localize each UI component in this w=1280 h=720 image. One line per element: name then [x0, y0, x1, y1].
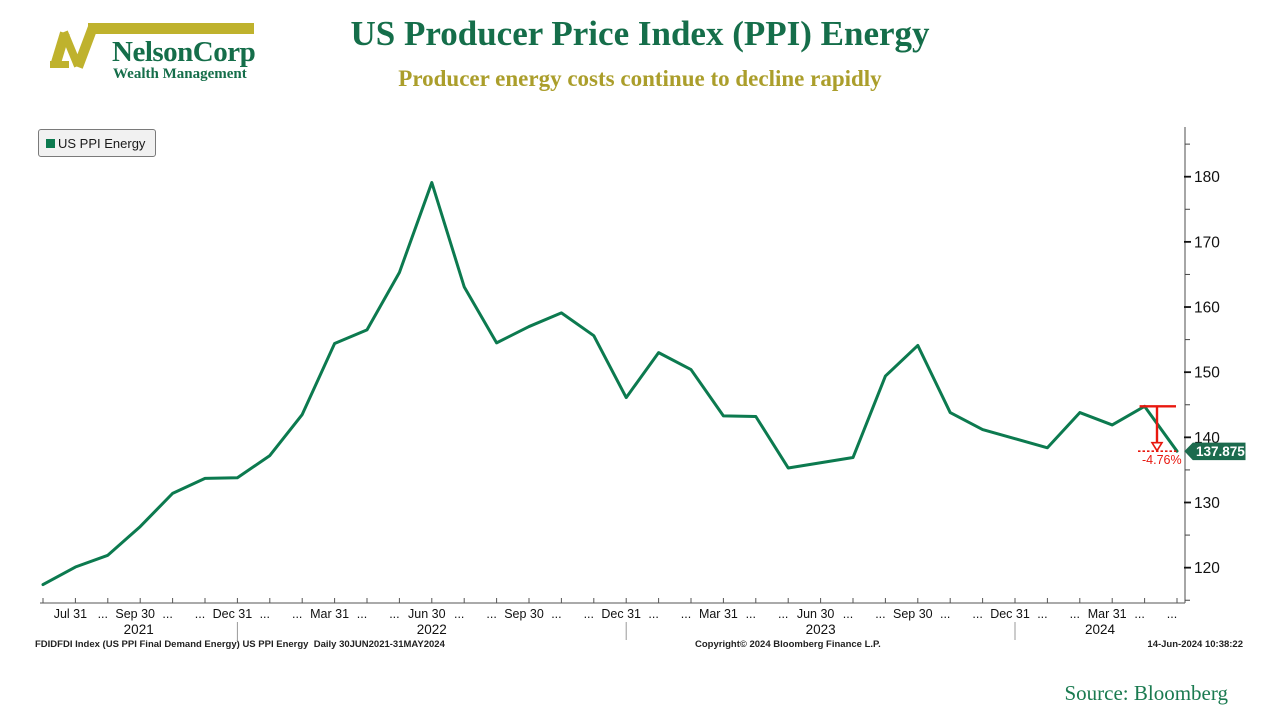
- svg-text:...: ...: [98, 607, 108, 621]
- svg-text:Mar 31: Mar 31: [310, 607, 349, 621]
- svg-text:...: ...: [162, 607, 172, 621]
- decline-annotation: -4.76%: [1138, 405, 1182, 467]
- svg-text:Dec 31: Dec 31: [213, 607, 253, 621]
- svg-text:...: ...: [486, 607, 496, 621]
- svg-text:...: ...: [843, 607, 853, 621]
- legend-label: US PPI Energy: [58, 135, 146, 151]
- svg-text:...: ...: [1167, 607, 1177, 621]
- svg-text:Jun 30: Jun 30: [408, 607, 446, 621]
- svg-text:130: 130: [1194, 495, 1220, 512]
- svg-text:170: 170: [1194, 234, 1220, 251]
- svg-text:...: ...: [681, 607, 691, 621]
- timestamp: 14-Jun-2024 10:38:22: [1147, 639, 1243, 650]
- svg-text:150: 150: [1194, 365, 1220, 382]
- svg-text:...: ...: [1070, 607, 1080, 621]
- svg-text:Sep 30: Sep 30: [504, 607, 544, 621]
- y-axis: 120 130 140 150 160 170 180: [1184, 143, 1220, 601]
- svg-text:140: 140: [1194, 430, 1220, 447]
- svg-text:...: ...: [972, 607, 982, 621]
- logo-tagline: Wealth Management: [113, 66, 247, 82]
- svg-text:...: ...: [454, 607, 464, 621]
- svg-text:...: ...: [875, 607, 885, 621]
- svg-text:Dec 31: Dec 31: [601, 607, 641, 621]
- svg-text:2024: 2024: [1085, 622, 1116, 637]
- svg-text:...: ...: [778, 607, 788, 621]
- nelsoncorp-logo: [38, 14, 258, 102]
- nelsoncorp-logo-mark: [50, 23, 254, 69]
- svg-text:...: ...: [648, 607, 658, 621]
- svg-text:...: ...: [1134, 607, 1144, 621]
- ticker-description: FDIDFDI Index (US PPI Final Demand Energ…: [35, 639, 445, 650]
- page-subtitle: Producer energy costs continue to declin…: [398, 66, 882, 91]
- svg-text:137.875: 137.875: [1196, 444, 1245, 459]
- svg-text:...: ...: [940, 607, 950, 621]
- page-title: US Producer Price Index (PPI) Energy: [350, 14, 930, 53]
- decline-percent-label: -4.76%: [1142, 453, 1182, 467]
- svg-text:Mar 31: Mar 31: [699, 607, 738, 621]
- svg-text:Mar 31: Mar 31: [1088, 607, 1127, 621]
- axes: [40, 127, 1186, 604]
- svg-text:...: ...: [292, 607, 302, 621]
- series-swatch-icon: [46, 138, 55, 148]
- logo-company-name: NelsonCorp: [112, 36, 256, 68]
- svg-text:Sep 30: Sep 30: [893, 607, 933, 621]
- svg-text:Sep 30: Sep 30: [115, 607, 155, 621]
- svg-text:2022: 2022: [417, 622, 447, 637]
- svg-text:...: ...: [551, 607, 561, 621]
- svg-text:...: ...: [195, 607, 205, 621]
- svg-text:2021: 2021: [124, 622, 154, 637]
- series-line-us-ppi-energy: [41, 181, 1179, 587]
- svg-text:...: ...: [746, 607, 756, 621]
- svg-text:...: ...: [584, 607, 594, 621]
- last-value-tag: 137.875: [1184, 442, 1246, 461]
- svg-text:...: ...: [357, 607, 367, 621]
- source-credit: Source: Bloomberg: [1064, 681, 1228, 705]
- svg-text:180: 180: [1194, 169, 1220, 186]
- svg-text:...: ...: [1037, 607, 1047, 621]
- x-axis: Jul 31... Sep 30...... Dec 31...... Mar 31.…: [42, 598, 1178, 640]
- svg-text:Dec 31: Dec 31: [990, 607, 1030, 621]
- svg-text:Jun 30: Jun 30: [797, 607, 835, 621]
- svg-text:160: 160: [1194, 300, 1220, 317]
- svg-text:Jul 31: Jul 31: [54, 607, 87, 621]
- svg-text:...: ...: [260, 607, 270, 621]
- copyright-text: Copyright© 2024 Bloomberg Finance L.P.: [695, 639, 881, 650]
- legend-us-ppi-energy[interactable]: US PPI Energy: [38, 129, 157, 157]
- svg-text:120: 120: [1194, 560, 1220, 577]
- svg-text:...: ...: [389, 607, 399, 621]
- svg-text:2023: 2023: [806, 622, 836, 637]
